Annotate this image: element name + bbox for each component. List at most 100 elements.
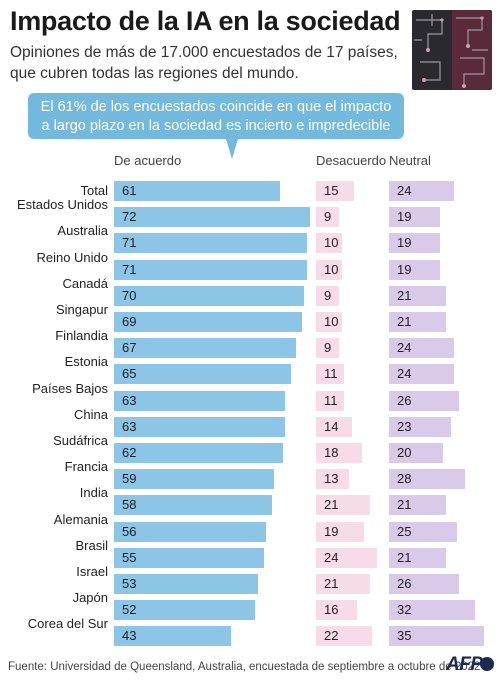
- bar-disagree: [316, 416, 352, 437]
- value-label-neutral: 32: [397, 602, 412, 618]
- bar-disagree: [316, 338, 339, 359]
- bar-disagree: [316, 233, 342, 254]
- category-label: Estados Unidos: [16, 197, 108, 213]
- category-label: Países Bajos: [32, 380, 108, 396]
- value-label-agree: 52: [122, 602, 137, 618]
- afp-logo: AFP: [446, 654, 483, 675]
- value-label-neutral: 24: [397, 366, 412, 382]
- value-label-disagree: 19: [324, 523, 339, 539]
- value-label-neutral: 26: [397, 392, 412, 408]
- value-label-agree: 63: [122, 392, 137, 408]
- bar-neutral: [389, 547, 446, 568]
- bar-agree: [114, 259, 308, 280]
- value-label-agree: 43: [122, 628, 137, 644]
- category-label: Total: [80, 183, 108, 198]
- value-label-disagree: 11: [324, 392, 338, 408]
- value-label-agree: 67: [122, 340, 137, 356]
- bar-disagree: [316, 547, 378, 568]
- bar-disagree: [316, 207, 339, 228]
- bar-agree: [114, 495, 272, 516]
- bar-agree: [114, 233, 308, 254]
- bar-agree: [114, 443, 283, 463]
- bar-agree: [114, 285, 305, 306]
- key-finding-callout: El 61% de los encuestados coincide en qu…: [28, 93, 404, 139]
- bar-neutral: [389, 443, 443, 463]
- value-label-agree: 58: [122, 497, 137, 513]
- callout-pointer: [226, 139, 238, 159]
- circuit-image: [412, 10, 492, 90]
- bar-disagree: [316, 574, 370, 594]
- value-label-disagree: 10: [324, 314, 339, 329]
- category-label: Corea del Sur: [27, 616, 108, 632]
- bar-agree: [114, 364, 291, 385]
- value-label-disagree: 9: [324, 209, 332, 225]
- category-label: Sudáfrica: [53, 433, 108, 448]
- legend-neutral: Neutral: [389, 153, 431, 168]
- value-label-disagree: 9: [324, 340, 332, 356]
- value-label-disagree: 14: [324, 418, 339, 434]
- value-label-neutral: 21: [397, 314, 412, 329]
- value-label-disagree: 21: [324, 497, 339, 513]
- chart-subtitle: Opiniones de más de 17.000 encuestados d…: [10, 44, 398, 82]
- bar-neutral: [389, 600, 476, 621]
- bar-neutral: [389, 207, 441, 228]
- category-label: Singapur: [55, 302, 108, 317]
- bar-disagree: [316, 443, 362, 463]
- bar-agree: [114, 390, 286, 411]
- bar-neutral: [389, 259, 441, 280]
- bar-disagree: [316, 495, 370, 516]
- bar-disagree: [316, 600, 357, 621]
- bar-agree: [114, 521, 267, 542]
- value-label-neutral: 24: [397, 183, 412, 198]
- bar-disagree: [316, 390, 345, 411]
- value-label-disagree: 21: [324, 576, 339, 591]
- bar-agree: [114, 574, 259, 594]
- value-label-disagree: 13: [324, 471, 339, 487]
- category-label: Australia: [57, 223, 108, 239]
- value-label-neutral: 21: [397, 287, 412, 303]
- bar-neutral: [389, 495, 446, 516]
- value-label-agree: 70: [122, 287, 137, 303]
- value-label-agree: 71: [122, 235, 137, 251]
- bar-neutral: [389, 416, 452, 437]
- value-label-neutral: 35: [397, 628, 412, 644]
- value-label-neutral: 19: [397, 235, 412, 251]
- value-label-neutral: 21: [397, 497, 412, 513]
- value-label-neutral: 26: [397, 576, 412, 591]
- bar-neutral: [389, 469, 465, 490]
- value-label-agree: 62: [122, 445, 137, 460]
- category-label: Japón: [72, 590, 108, 606]
- value-label-disagree: 24: [324, 549, 339, 565]
- value-label-disagree: 11: [324, 366, 338, 382]
- category-label: Estonia: [64, 354, 108, 370]
- value-label-agree: 63: [122, 418, 137, 434]
- value-label-agree: 56: [122, 523, 137, 539]
- bar-disagree: [316, 626, 373, 647]
- value-label-neutral: 24: [397, 340, 412, 356]
- value-label-agree: 53: [122, 576, 137, 591]
- category-label: Alemania: [53, 511, 108, 527]
- bar-disagree: [316, 181, 355, 201]
- bar-agree: [114, 547, 264, 568]
- legend-agree: De acuerdo: [114, 153, 182, 168]
- bar-disagree: [316, 521, 365, 542]
- value-label-neutral: 20: [397, 445, 412, 460]
- bar-agree: [114, 312, 302, 332]
- category-label: Canadá: [62, 275, 108, 291]
- bar-agree: [114, 416, 286, 437]
- bar-neutral: [389, 285, 446, 306]
- category-label: Francia: [64, 459, 108, 475]
- value-label-disagree: 22: [324, 628, 339, 644]
- bar-neutral: [389, 626, 484, 647]
- value-label-neutral: 19: [397, 261, 412, 277]
- legend-disagree: Desacuerdo: [316, 153, 387, 168]
- bar-disagree: [316, 312, 342, 332]
- bar-neutral: [389, 521, 457, 542]
- value-label-agree: 55: [122, 549, 137, 565]
- value-label-neutral: 28: [397, 471, 412, 487]
- value-label-disagree: 10: [324, 235, 339, 251]
- bar-agree: [114, 469, 275, 490]
- category-label: Finlandia: [55, 328, 108, 344]
- bar-agree: [114, 181, 280, 201]
- bar-disagree: [316, 259, 342, 280]
